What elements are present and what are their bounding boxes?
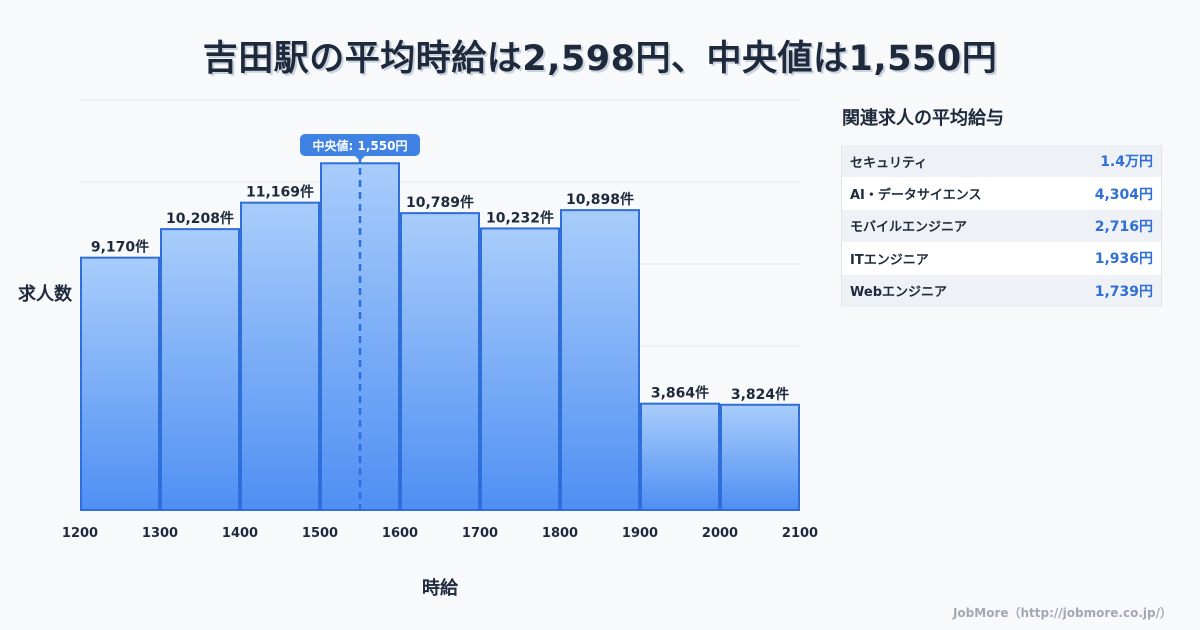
bar-data-label: 10,208件	[166, 210, 234, 227]
median-badge	[300, 134, 420, 156]
x-tick-label: 1700	[462, 526, 498, 541]
related-value: 1.4万円	[1100, 154, 1153, 171]
histogram-bar	[80, 256, 160, 511]
related-row: モバイルエンジニア 2,716円	[842, 209, 1161, 243]
related-row: Webエンジニア 1,739円	[842, 274, 1161, 307]
histogram-chart: 9,170件 10,208件 11,169件 10,789件 10,232件 10,898…	[18, 99, 818, 599]
bar-data-label: 10,789件	[406, 194, 474, 211]
median-badge-pointer	[355, 156, 365, 161]
x-tick-label: 1900	[622, 526, 658, 541]
bar-data-label: 3,864件	[651, 385, 709, 402]
histogram-bar	[640, 402, 720, 511]
related-name: Webエンジニア	[850, 285, 947, 301]
related-row: AI・データサイエンス 4,304円	[842, 177, 1161, 210]
histogram-bar	[720, 403, 800, 512]
related-value: 4,304円	[1094, 186, 1153, 203]
histogram-bar	[160, 228, 240, 511]
x-tick-label: 1200	[62, 526, 98, 541]
x-tick-label: 1400	[222, 526, 258, 541]
bar-data-label: 3,824件	[731, 386, 789, 403]
related-name: セキュリティ	[850, 155, 928, 171]
x-tick-label: 1300	[142, 526, 178, 541]
related-value: 1,936円	[1094, 251, 1153, 268]
x-tick-label: 1600	[382, 526, 418, 541]
x-tick-label: 2000	[702, 526, 738, 541]
related-name: ITエンジニア	[850, 252, 929, 268]
related-name: モバイルエンジニア	[850, 220, 968, 236]
histogram-bar	[240, 201, 320, 511]
y-axis-label: 求人数	[18, 283, 73, 305]
median-label: 中央値: 1,550円	[313, 138, 408, 153]
related-value: 1,739円	[1094, 283, 1153, 300]
x-tick-label: 2100	[782, 526, 818, 541]
related-jobs-title: 関連求人の平均給与	[842, 108, 1004, 129]
page-title: 吉田駅の平均時給は2,598円、中央値は1,550円	[202, 39, 998, 79]
related-jobs-table: セキュリティ 1.4万円 AI・データサイエンス 4,304円 モバイルエンジニ…	[841, 145, 1162, 307]
x-axis-label: 時給	[422, 577, 459, 599]
bar-data-label: 9,170件	[91, 239, 149, 256]
x-tick-label: 1800	[542, 526, 578, 541]
related-row: セキュリティ 1.4万円	[842, 145, 1161, 178]
x-tick-label: 1500	[302, 526, 338, 541]
related-name: AI・データサイエンス	[850, 188, 982, 204]
histogram-bar	[400, 212, 480, 511]
bar-data-label: 11,169件	[246, 184, 314, 201]
histogram-bar	[480, 227, 560, 511]
histogram-bar	[560, 209, 640, 511]
footer-credit: JobMore（http://jobmore.co.jp/）	[952, 606, 1172, 620]
bar-data-label: 10,898件	[566, 191, 634, 208]
bar-data-label: 10,232件	[486, 209, 554, 226]
related-row: ITエンジニア 1,936円	[842, 242, 1161, 275]
related-value: 2,716円	[1094, 218, 1153, 235]
